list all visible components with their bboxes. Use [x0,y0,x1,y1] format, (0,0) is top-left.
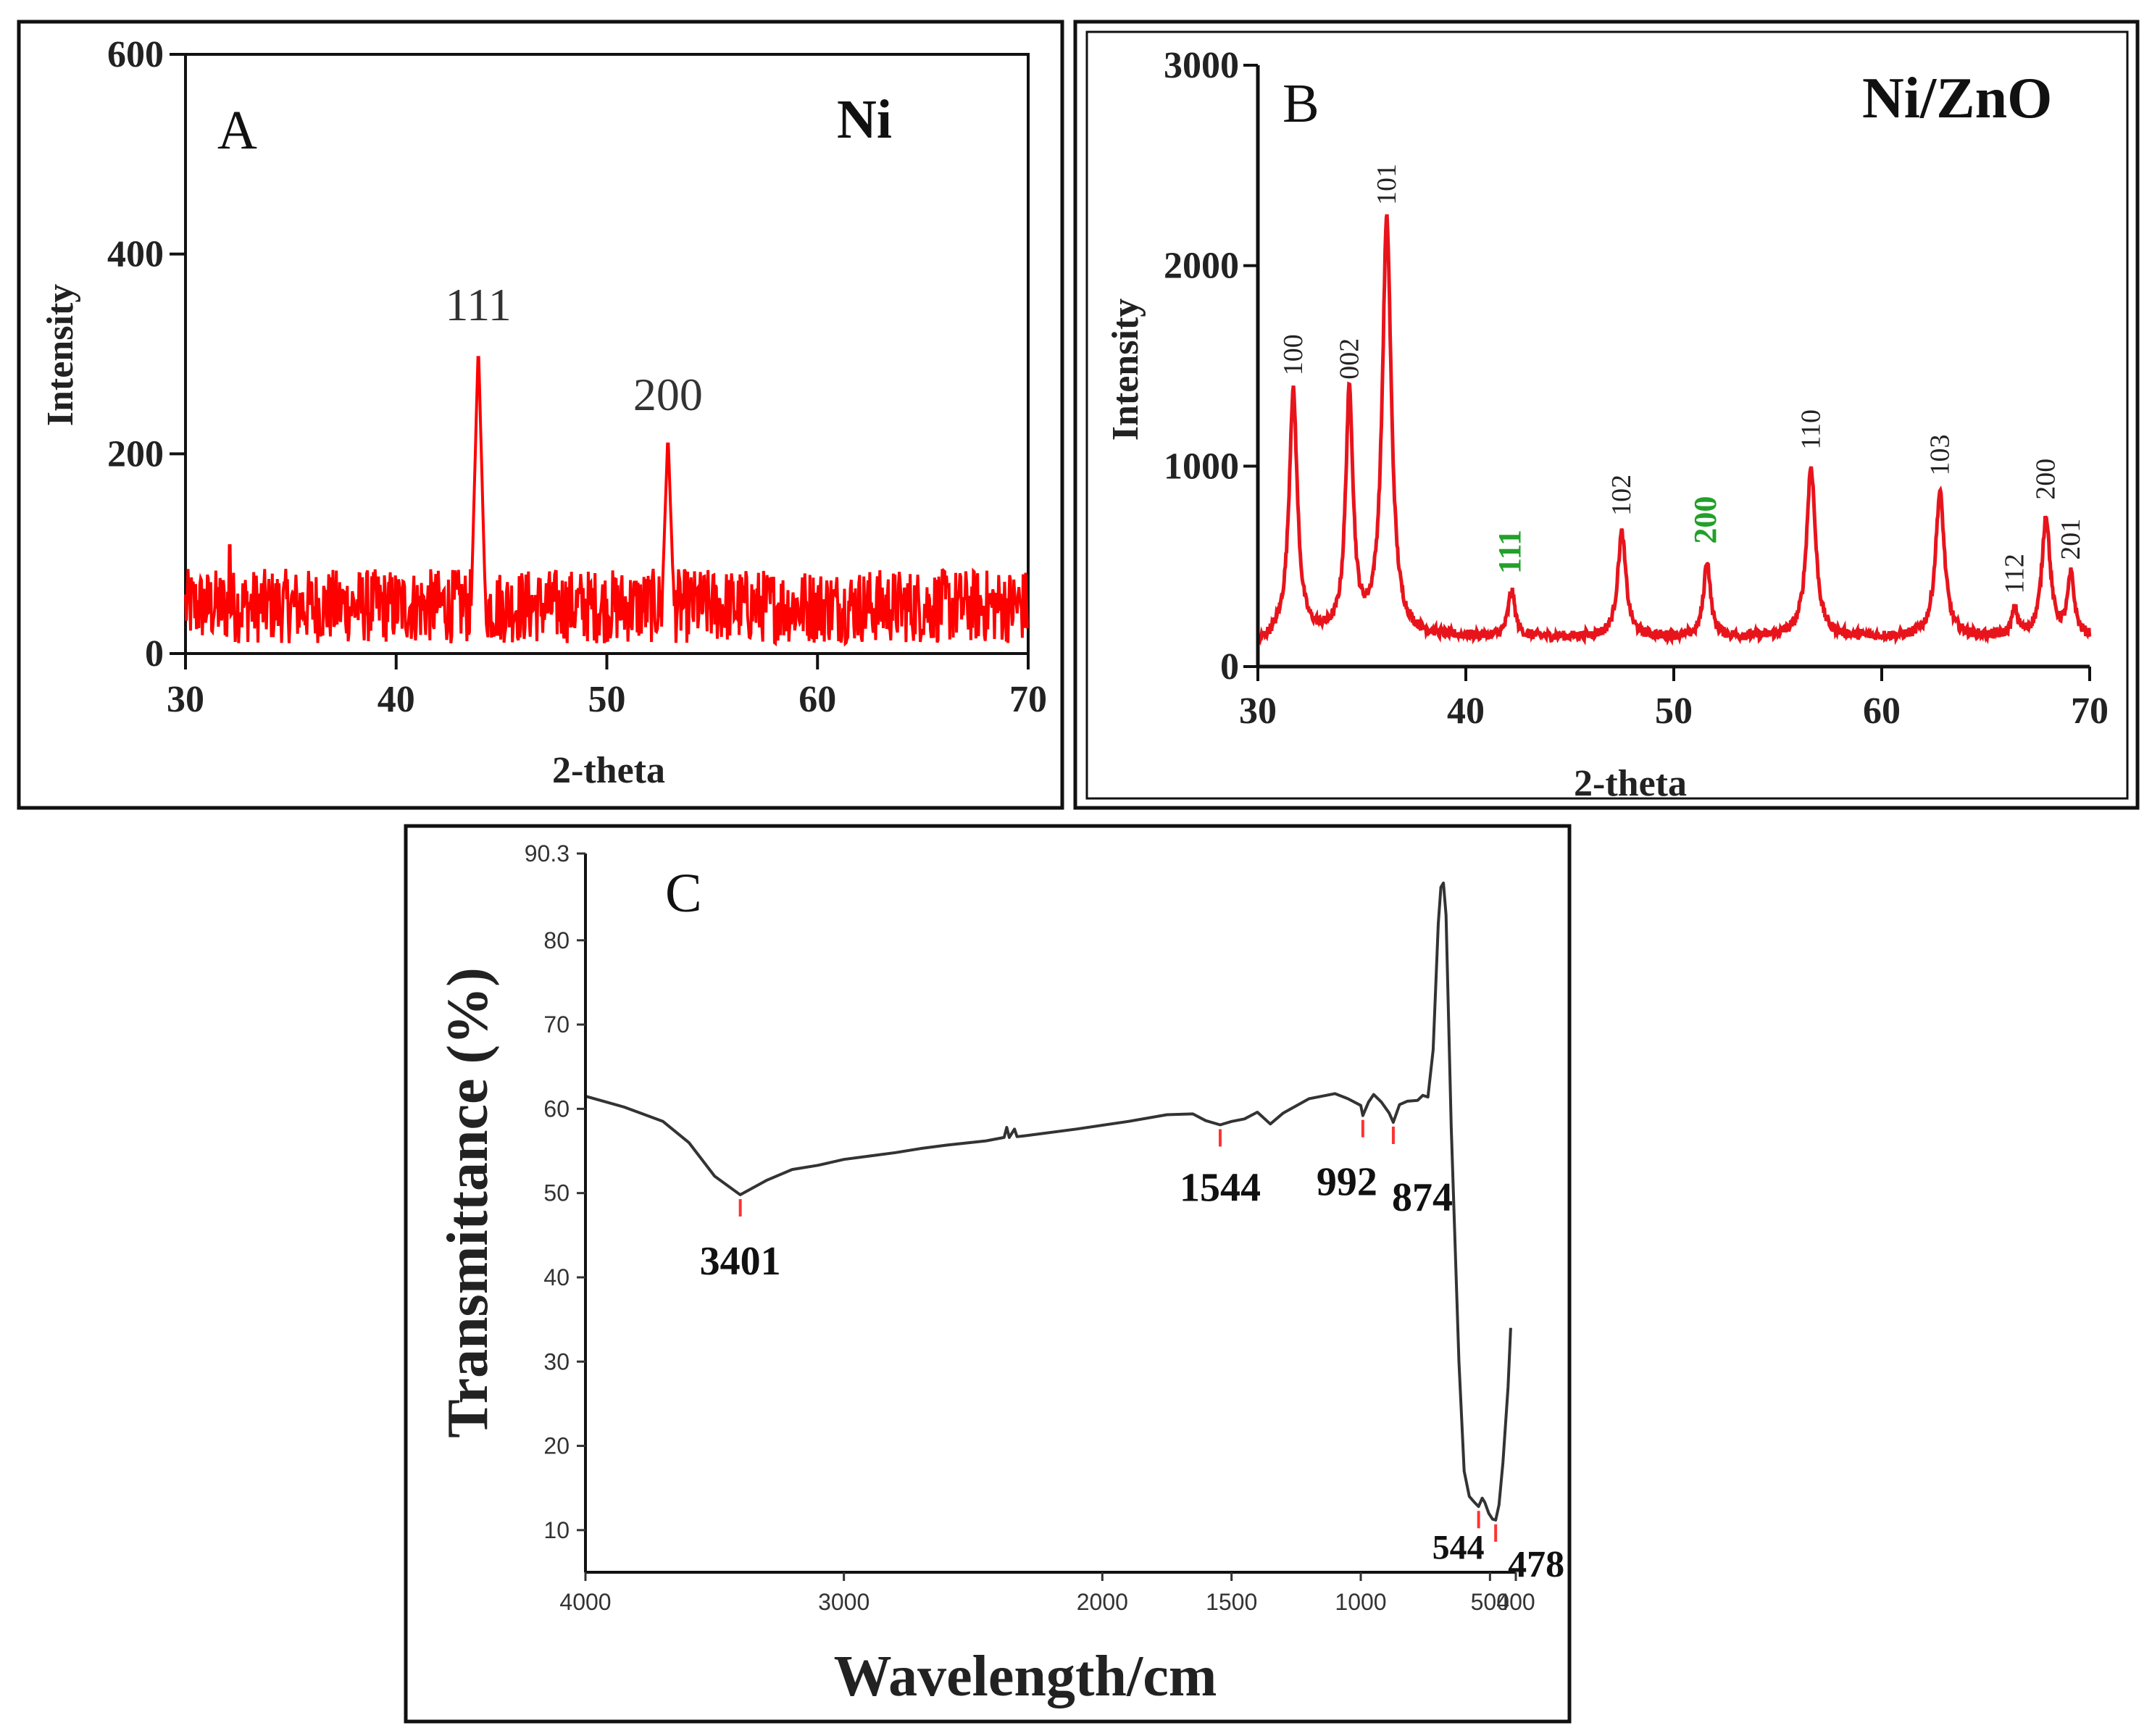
panel-c-y-tick-label: 30 [543,1348,570,1374]
panel-b-x-tick-label: 70 [2071,690,2109,732]
panel-c-x-axis-title: Wavelength/cm [834,1645,1217,1708]
panel-b-peak-label-0: 100 [1278,334,1309,375]
panel-a-sample-label: Ni [837,89,892,150]
panel-c-peak-label-3401: 3401 [700,1239,781,1284]
panel-b-peak-label-2: 101 [1372,164,1402,205]
panel-b-peak-label-6: 110 [1796,409,1826,450]
panel-c-peak-label-478: 478 [1508,1544,1564,1585]
panel-c-peak-label-544: 544 [1432,1528,1485,1566]
panel-c-y-axis-title: Transmittance (%) [436,967,500,1438]
panel-a-letter: A [217,100,257,161]
panel-a-frame [17,20,1064,810]
panel-c-peak-label-1544: 1544 [1180,1165,1261,1210]
panel-c-peak-label-874: 874 [1392,1175,1453,1220]
panel-b-y-tick-label: 1000 [1164,446,1239,487]
panel-c-y-tick-label: 80 [543,927,570,953]
panel-c-x-tick-label: 1500 [1206,1589,1257,1615]
panel-a-x-tick-label: 30 [167,679,204,720]
panel-a-axes: 0 200 400 600 30 40 50 60 70 [107,34,1047,720]
panel-c-x-tick-label: 500 [1471,1589,1509,1615]
panel-b-peak-label-7: 103 [1924,435,1955,476]
panel-a-x-tick-label: 60 [798,679,836,720]
panel-b-frame [1073,20,2140,810]
panel-b-y-axis-title: Intensity [1105,299,1146,441]
panel-b-data-layer: 100 002 101 111 102 200 110 103 112 200 201 [1256,164,2092,646]
panel-a-x-axis-title: 2-theta [552,750,665,791]
panel-c-y-tick-label: 60 [543,1096,570,1122]
panel-b-x-tick-label: 30 [1239,690,1277,732]
panel-b-x-tick-label: 40 [1447,690,1485,732]
panel-a-peak-label-200: 200 [633,369,703,420]
panel-c-y-tick-label: 10 [543,1517,570,1543]
panel-b-x-tick-label: 60 [1863,690,1901,732]
panel-a-data-layer: 111 200 [184,279,1029,647]
panel-c-series-line [585,881,1512,1522]
panel-b-y-tick-label: 3000 [1164,45,1239,86]
panel-b: 100 002 101 111 102 200 110 103 112 200 201 0 1000 2… [1073,20,2140,810]
panel-c-x-tick-label: 2000 [1077,1589,1128,1615]
panel-a-plot-area [184,53,1030,655]
panel-c-x-tick-label: 400 [1496,1589,1535,1615]
panel-a-y-tick-label: 0 [145,633,164,675]
panel-a-x-tick-label: 70 [1009,679,1047,720]
panel-b-peak-label-4: 102 [1606,475,1637,516]
panel-b-y-tick-label: 2000 [1164,246,1239,287]
panel-b-peak-label-9: 200 [2031,459,2061,500]
panel-c-frame [404,824,1572,1724]
panel-a-y-tick-label: 600 [107,34,164,75]
panel-a-y-tick-label: 400 [107,234,164,275]
panel-c-y-tick-label: 20 [543,1433,570,1459]
panel-c-peak-label-992: 992 [1317,1160,1377,1205]
panel-b-peak-label-3: 111 [1492,530,1527,574]
panel-c-y-tick-label: 50 [543,1180,570,1206]
panel-c-x-tick-label: 1000 [1335,1589,1386,1615]
panel-a-peak-label-111: 111 [446,279,512,330]
panel-a-y-tick-label: 200 [107,433,164,475]
panel-c-letter: C [665,863,702,924]
panel-b-x-axis-title: 2-theta [1574,763,1687,804]
panel-c-y-tick-label: 40 [543,1264,570,1290]
panel-a-y-axis-title: Intensity [40,284,81,426]
panel-a-x-tick-label: 40 [378,679,415,720]
panel-c-x-tick-label: 3000 [818,1589,869,1615]
panel-a-series-line [184,356,1029,647]
panel-b-sample-label: Ni/ZnO [1862,67,2052,130]
panel-b-y-tick-label: 0 [1220,646,1239,688]
panel-a-x-tick-label: 50 [588,679,626,720]
panel-b-peak-label-1: 002 [1334,338,1364,380]
panel-c-data-layer: 3401 1544 992 874 544 478 [585,881,1564,1585]
panel-b-x-tick-label: 50 [1655,690,1693,732]
panel-b-peak-label-5: 200 [1688,496,1723,544]
panel-b-peak-label-8: 112 [2000,554,2030,594]
panel-c-y-tick-label: 90.3 [525,840,570,867]
panel-c-y-tick-label: 70 [543,1011,570,1038]
panel-b-axes: 0 1000 2000 3000 30 40 50 60 70 [1164,45,2109,732]
panel-a: 111 200 0 200 400 600 30 40 50 60 70 A Ni 2-theta… [17,20,1064,810]
panel-b-peak-label-10: 201 [2056,519,2086,560]
panel-b-letter: B [1283,73,1319,134]
panel-c: 3401 1544 992 874 544 478 10 20 30 40 50 60 70 80 90.… [404,824,1572,1724]
panel-b-inner-frame [1085,30,2129,800]
panel-b-series-line [1256,214,2092,646]
panel-c-x-tick-label: 4000 [559,1589,611,1615]
panel-c-axes: 10 20 30 40 50 60 70 80 90.3 4000 3000 2000 1500 1000… [525,840,1535,1615]
